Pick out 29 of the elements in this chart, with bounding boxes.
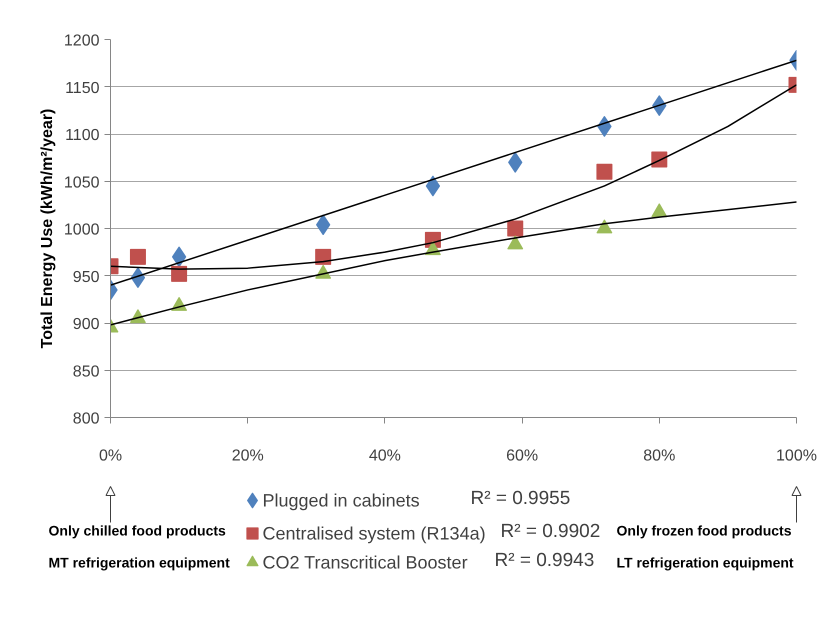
x-tick-label: 0% (98, 448, 122, 464)
point (171, 266, 188, 282)
y-tick-label: 900 (72, 316, 100, 333)
legend-label: Centralised system (R134a) (262, 524, 486, 544)
text: R² = 0.9943 (494, 550, 594, 571)
y-tick-label: 1200 (64, 32, 100, 50)
text: R² = 0.9955 (470, 488, 570, 509)
y-tick-label: 950 (72, 268, 100, 286)
y-tick-label: 850 (72, 363, 100, 380)
y-tick-label: 800 (72, 410, 100, 428)
x-tick-label: 20% (232, 448, 264, 464)
x-tick-label: 80% (643, 448, 676, 464)
point (130, 248, 146, 265)
text: Only chilled food products MT refrigeration equipment (48, 522, 230, 570)
point (315, 248, 332, 265)
x-tick-label: 60% (506, 448, 538, 464)
y-tick-label: 1150 (65, 80, 100, 97)
point (596, 164, 612, 180)
x-tick-label: 100% (776, 448, 817, 464)
point (507, 220, 524, 236)
y-tick-label: 1050 (64, 174, 100, 192)
y-tick-label: 1000 (64, 222, 100, 238)
legend-label: CO2 Transcritical Booster (262, 552, 468, 572)
y-axis-title: Total Energy Use (kWh/m²/year) (38, 108, 56, 348)
y-tick-label: 1100 (65, 127, 100, 144)
text: Only frozen food products LT refrigeration equipment (616, 522, 794, 570)
x-tick-label: 40% (368, 448, 401, 464)
legend-label: Plugged in cabinets (262, 490, 420, 510)
text: R² = 0.9902 (500, 521, 600, 542)
